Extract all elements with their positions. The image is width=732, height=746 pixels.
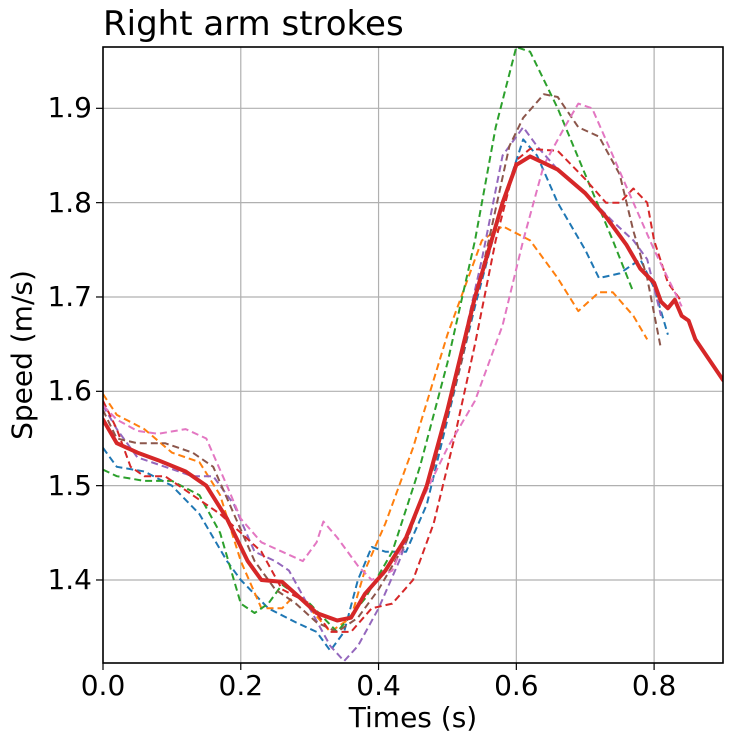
stroke-speed-line	[103, 102, 683, 581]
y-tick-label: 1.5	[47, 468, 92, 502]
tick-marks	[96, 107, 655, 670]
data-series	[103, 47, 723, 663]
y-tick-label: 1.7	[47, 279, 92, 313]
stroke-speed-line	[103, 93, 662, 633]
stroke-speed-line	[103, 138, 669, 652]
stroke-speed-line	[103, 47, 635, 633]
x-axis-label: Times (s)	[348, 701, 478, 734]
y-tick-label: 1.4	[47, 562, 92, 596]
x-tick-label: 0.6	[494, 669, 539, 702]
stroke-speed-line	[103, 126, 662, 663]
stroke-speed-line	[103, 147, 683, 633]
y-tick-label: 1.6	[47, 374, 92, 408]
x-tick-label: 0.8	[631, 669, 677, 702]
mean-speed-line	[103, 154, 723, 623]
axes-frame	[102, 46, 724, 664]
x-tick-label: 0.0	[80, 669, 126, 702]
stroke-speed-line	[103, 225, 649, 633]
y-tick-label: 1.8	[47, 185, 92, 219]
x-tick-label: 0.2	[218, 669, 264, 702]
grid-lines	[102, 47, 723, 663]
y-tick-label: 1.9	[47, 91, 92, 125]
chart-title: Right arm strokes	[103, 4, 404, 44]
y-axis-label: Speed (m/s)	[5, 270, 39, 440]
x-tick-label: 0.4	[356, 669, 401, 702]
